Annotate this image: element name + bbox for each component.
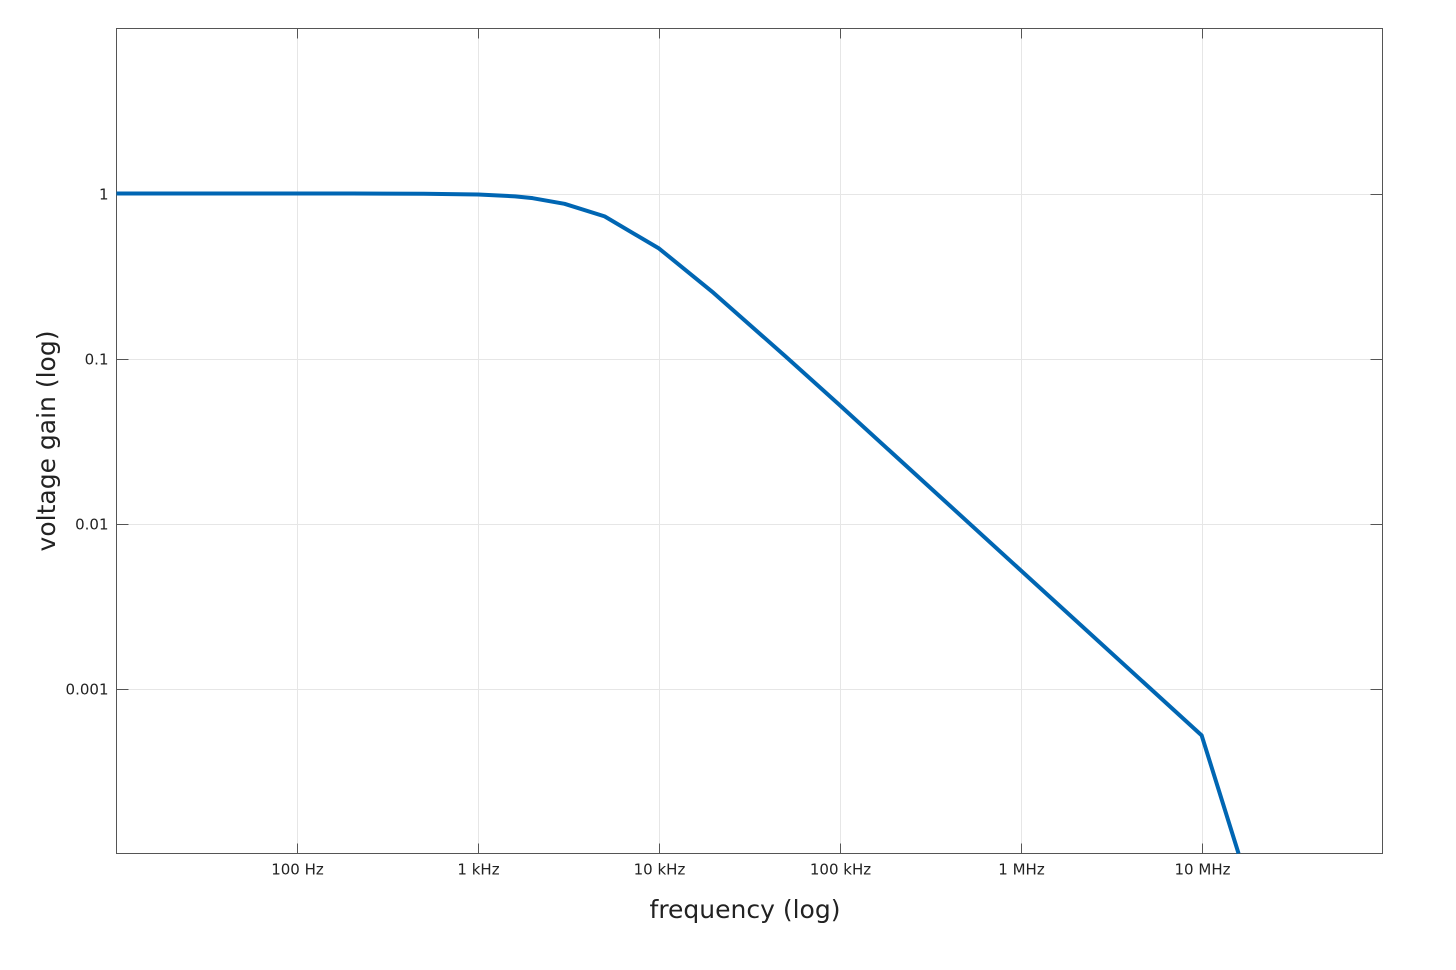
gain-curve xyxy=(116,191,1241,855)
x-tick-label: 100 kHz xyxy=(810,861,871,879)
x-tick-label: 1 kHz xyxy=(457,861,499,879)
y-axis-title: voltage gain (log) xyxy=(32,331,61,552)
x-tick-label: 10 kHz xyxy=(634,861,686,879)
y-tick-label: 0.01 xyxy=(75,516,108,534)
x-tick-label: 100 Hz xyxy=(271,861,324,879)
x-tick-label: 10 MHz xyxy=(1175,861,1231,879)
x-axis-title: frequency (log) xyxy=(650,895,841,924)
plot-frame xyxy=(116,28,1383,854)
x-tick-label: 1 MHz xyxy=(998,861,1045,879)
y-tick-label: 0.1 xyxy=(85,351,109,369)
y-tick-label: 0.001 xyxy=(66,681,109,699)
y-tick-label: 1 xyxy=(99,186,109,204)
tick-marks xyxy=(116,28,1383,854)
series-layer xyxy=(116,191,1241,855)
tick-labels: 100 Hz 1 kHz 10 kHz 100 kHz 1 MHz 10 MHz 1 0.1 0… xyxy=(66,186,1231,879)
